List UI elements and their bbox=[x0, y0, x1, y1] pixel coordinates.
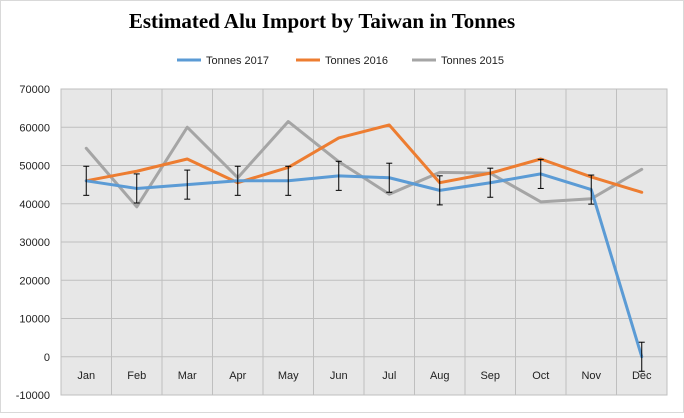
x-tick-label: Oct bbox=[532, 370, 549, 382]
chart-title: Estimated Alu Import by Taiwan in Tonnes bbox=[129, 9, 515, 33]
y-tick-label: 50000 bbox=[19, 161, 50, 173]
series-line bbox=[84, 172, 644, 359]
y-tick-label: 70000 bbox=[19, 84, 50, 96]
x-tick-label: Dec bbox=[632, 370, 652, 382]
x-tick-label: Feb bbox=[127, 370, 146, 382]
legend: Tonnes 2017 Tonnes 2016 Tonnes 2015 bbox=[177, 55, 504, 67]
y-tick-label: 30000 bbox=[19, 237, 50, 249]
x-axis: Jan Feb Mar Apr May Jun Jul Aug Sep Oct Nov Dec bbox=[77, 370, 652, 382]
y-tick-label: 60000 bbox=[19, 122, 50, 134]
y-tick-label: 40000 bbox=[19, 199, 50, 211]
x-tick-label: May bbox=[278, 370, 299, 382]
y-tick-label: 20000 bbox=[19, 275, 50, 287]
x-tick-label: Jun bbox=[330, 370, 348, 382]
legend-label: Tonnes 2015 bbox=[441, 55, 504, 67]
x-tick-label: Aug bbox=[430, 370, 450, 382]
y-axis: -10000 0 10000 20000 30000 40000 50000 60000 700… bbox=[16, 84, 50, 402]
x-tick-label: Sep bbox=[480, 370, 500, 382]
gridlines bbox=[61, 88, 667, 396]
series-lines bbox=[84, 120, 644, 359]
y-tick-label: 10000 bbox=[19, 314, 50, 326]
x-tick-label: Nov bbox=[581, 370, 601, 382]
y-tick-label: -10000 bbox=[16, 390, 50, 402]
y-tick-label: 0 bbox=[44, 352, 50, 364]
x-tick-label: Jul bbox=[382, 370, 396, 382]
legend-label: Tonnes 2017 bbox=[206, 55, 269, 67]
x-tick-label: Apr bbox=[229, 370, 246, 382]
x-tick-label: Jan bbox=[77, 370, 95, 382]
x-tick-label: Mar bbox=[178, 370, 197, 382]
series-line bbox=[84, 123, 644, 194]
legend-label: Tonnes 2016 bbox=[325, 55, 388, 67]
error-bars bbox=[83, 158, 645, 372]
